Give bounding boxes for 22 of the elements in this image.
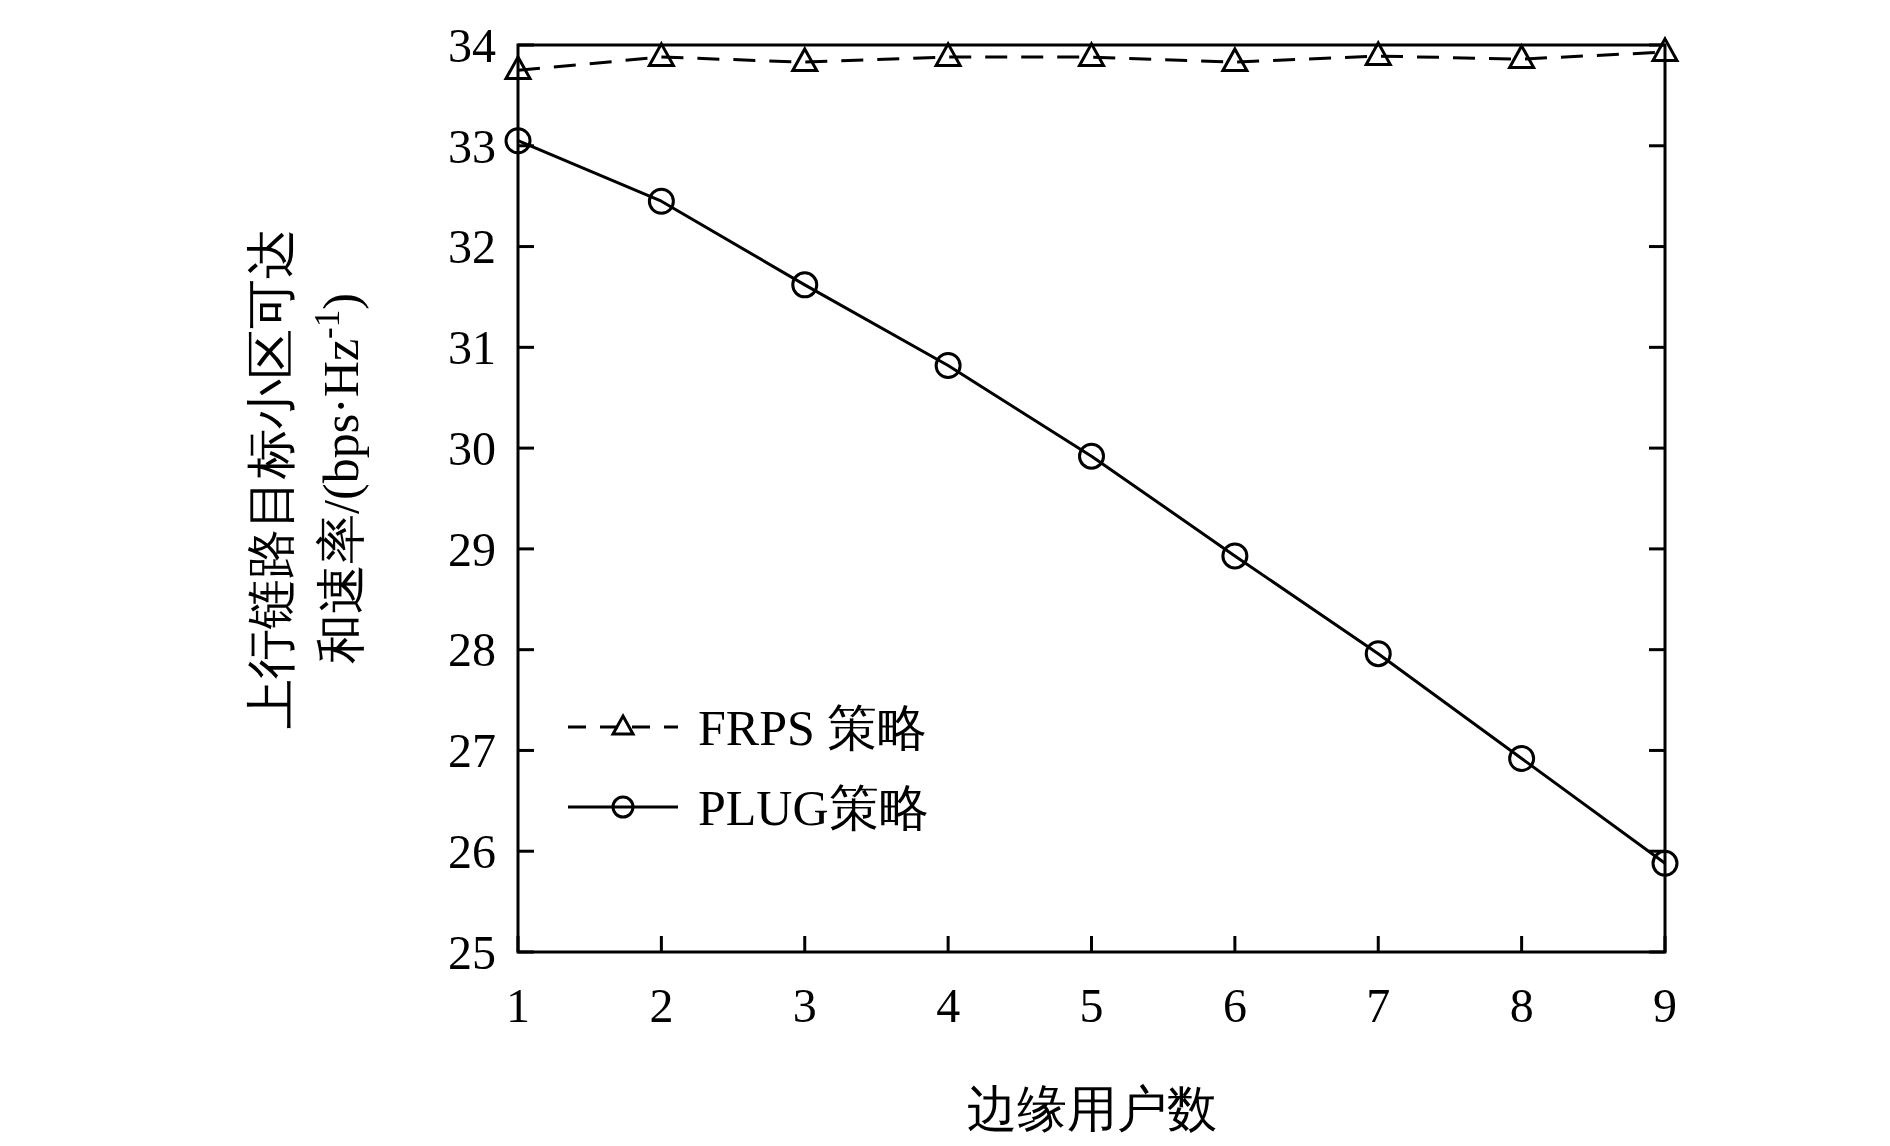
x-tick-label: 3 (792, 979, 817, 1032)
legend-label: FRPS 策略 (698, 699, 928, 756)
y-tick-label: 25 (448, 925, 496, 979)
y-tick-label: 34 (448, 18, 496, 72)
x-tick-label: 4 (936, 979, 961, 1032)
legend-label: PLUG策略 (698, 779, 929, 836)
y-tick-label: 29 (448, 522, 496, 576)
y-tick-label: 33 (448, 119, 496, 173)
y-tick-label: 32 (448, 220, 496, 274)
y-tick-label: 26 (448, 825, 496, 879)
x-tick-label: 5 (1079, 979, 1104, 1032)
y-tick-label: 30 (448, 421, 496, 475)
x-tick-label: 8 (1509, 979, 1534, 1032)
x-tick-label: 9 (1653, 979, 1677, 1032)
x-axis-title: 边缘用户数 (966, 1081, 1217, 1137)
y-tick-label: 27 (448, 724, 496, 778)
x-tick-label: 2 (649, 979, 674, 1032)
x-tick-label: 7 (1366, 979, 1391, 1032)
y-tick-label: 28 (448, 623, 496, 677)
y-tick-label: 31 (448, 321, 496, 375)
x-tick-label: 6 (1222, 979, 1247, 1032)
x-tick-label: 1 (506, 979, 530, 1032)
